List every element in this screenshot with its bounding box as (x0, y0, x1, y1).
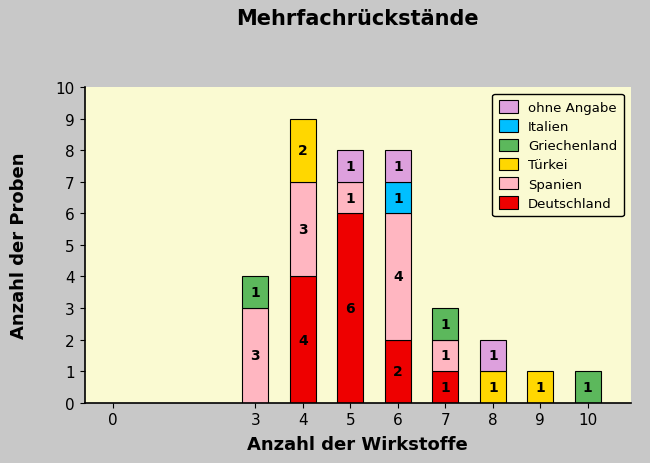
Text: 1: 1 (441, 380, 450, 394)
Text: 4: 4 (393, 270, 403, 284)
Bar (432, 308, 458, 340)
Text: 1: 1 (346, 191, 356, 205)
Bar (432, 340, 458, 371)
Bar (432, 371, 458, 403)
Bar (242, 308, 268, 403)
Bar (290, 182, 316, 277)
Bar (480, 340, 506, 371)
Text: 1: 1 (393, 160, 403, 174)
Bar (385, 214, 411, 340)
Bar (337, 182, 363, 214)
Text: 1: 1 (488, 349, 498, 363)
Bar (385, 182, 411, 214)
Text: 4: 4 (298, 333, 308, 347)
Bar (337, 214, 363, 403)
Text: 1: 1 (250, 286, 260, 300)
Text: 1: 1 (583, 380, 593, 394)
Bar (337, 151, 363, 182)
Text: Anzahl der Wirkstoffe: Anzahl der Wirkstoffe (247, 436, 468, 453)
Bar (575, 371, 601, 403)
Text: 3: 3 (298, 223, 307, 237)
Text: 2: 2 (393, 364, 403, 378)
Text: 6: 6 (346, 301, 355, 315)
Legend: ohne Angabe, Italien, Griechenland, Türkei, Spanien, Deutschland: ohne Angabe, Italien, Griechenland, Türk… (493, 94, 624, 217)
Bar (242, 277, 268, 308)
Text: 1: 1 (441, 349, 450, 363)
Bar (527, 371, 553, 403)
Text: 1: 1 (346, 160, 356, 174)
Text: 1: 1 (488, 380, 498, 394)
Bar (385, 151, 411, 182)
Bar (385, 340, 411, 403)
Text: Anzahl der Proben: Anzahl der Proben (10, 152, 29, 338)
Text: 3: 3 (251, 349, 260, 363)
Bar (290, 277, 316, 403)
Text: 1: 1 (536, 380, 545, 394)
Text: 1: 1 (441, 317, 450, 331)
Text: 1: 1 (393, 191, 403, 205)
Bar (480, 371, 506, 403)
Bar (290, 119, 316, 182)
Text: Mehrfachrückstände: Mehrfachrückstände (236, 8, 479, 29)
Text: 2: 2 (298, 144, 308, 158)
